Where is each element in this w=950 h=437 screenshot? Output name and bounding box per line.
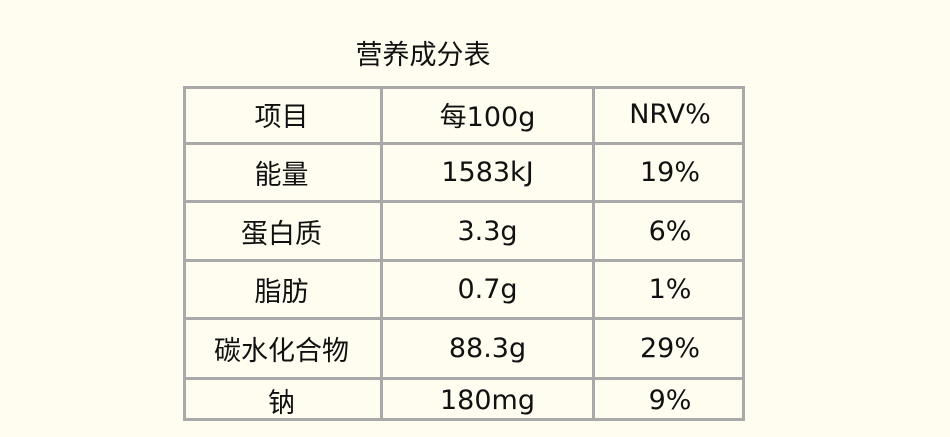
- table-cell: 88.3g: [383, 320, 595, 380]
- table-cell: 29%: [595, 320, 745, 380]
- table-cell: 1%: [595, 262, 745, 320]
- table-cell: 19%: [595, 145, 745, 203]
- table-cell: 180mg: [383, 380, 595, 421]
- header-cell: 每100g: [383, 86, 595, 145]
- table-cell: 1583kJ: [383, 145, 595, 203]
- table-cell: 钠: [183, 380, 383, 421]
- table-cell: 3.3g: [383, 203, 595, 262]
- table-cell: 脂肪: [183, 262, 383, 320]
- table-cell: 蛋白质: [183, 203, 383, 262]
- table-cell: 碳水化合物: [183, 320, 383, 380]
- header-cell: NRV%: [595, 86, 745, 145]
- header-cell: 项目: [183, 86, 383, 145]
- table-cell: 0.7g: [383, 262, 595, 320]
- table-cell: 6%: [595, 203, 745, 262]
- table-cell: 能量: [183, 145, 383, 203]
- nutrition-table: 项目 每100g NRV% 能量 1583kJ 19% 蛋白质 3.3g 6% 脂肪 0.7g 1% 碳…: [183, 86, 745, 421]
- table-cell: 9%: [648, 385, 692, 416]
- table-title: 营养成分表: [355, 40, 491, 71]
